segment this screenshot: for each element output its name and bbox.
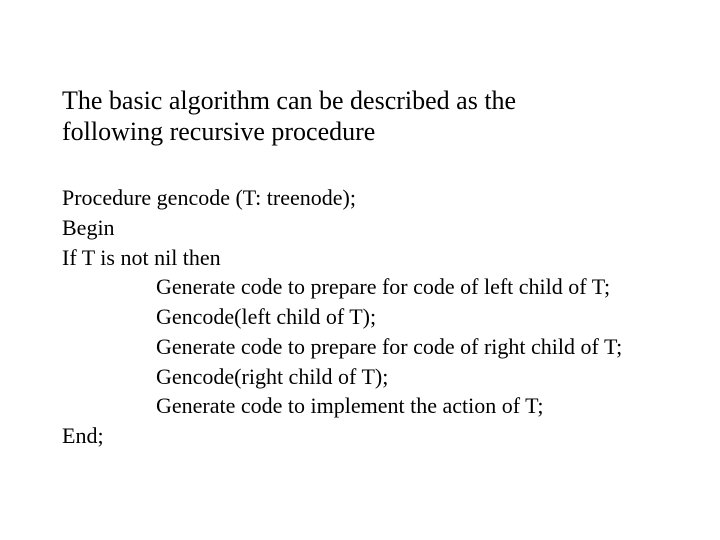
code-line-indented: Generate code to prepare for code of lef… (62, 272, 662, 302)
title-line-1: The basic algorithm can be described as … (62, 86, 516, 115)
slide-title: The basic algorithm can be described as … (62, 85, 662, 147)
title-line-2: following recursive procedure (62, 117, 375, 146)
code-line: End; (62, 421, 662, 451)
code-line: Procedure gencode (T: treenode); (62, 183, 662, 213)
code-line-indented: Gencode(right child of T); (62, 362, 662, 392)
code-line: If T is not nil then (62, 243, 662, 273)
code-line-indented: Generate code to prepare for code of rig… (62, 332, 662, 362)
code-line-indented: Gencode(left child of T); (62, 302, 662, 332)
code-line-indented: Generate code to implement the action of… (62, 391, 662, 421)
algorithm-code-block: Procedure gencode (T: treenode); Begin I… (62, 183, 662, 450)
code-line: Begin (62, 213, 662, 243)
